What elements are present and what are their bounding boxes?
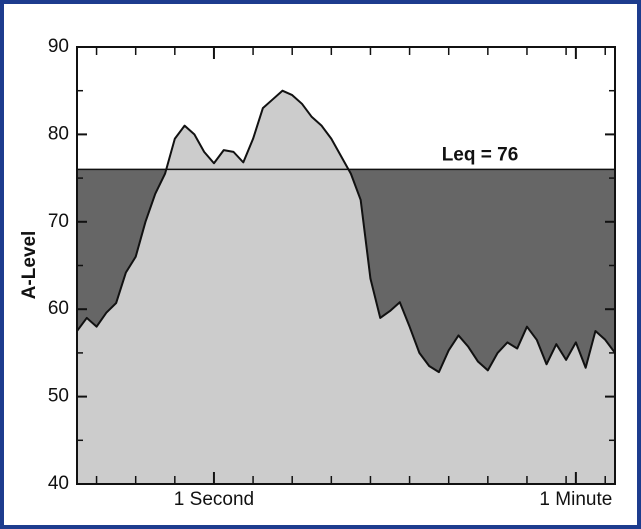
level-line [76, 89, 616, 374]
y-tick-label: 80 [48, 123, 69, 144]
y-tick-label: 40 [48, 473, 69, 494]
plot-area: Leq = 76 40 50 60 70 80 90 1 Second 1 Minute [48, 36, 616, 510]
y-tick-label: 90 [48, 36, 69, 57]
x-tick-label: 1 Minute [539, 489, 612, 510]
y-tick-label: 50 [48, 386, 69, 407]
x-tick-label: 1 Second [174, 489, 254, 510]
y-tick-label: 70 [48, 211, 69, 232]
y-tick-label: 60 [48, 298, 69, 319]
y-axis-title: A-Level [19, 231, 40, 300]
level-area [77, 90, 615, 484]
leq-annotation: Leq = 76 [442, 144, 519, 165]
